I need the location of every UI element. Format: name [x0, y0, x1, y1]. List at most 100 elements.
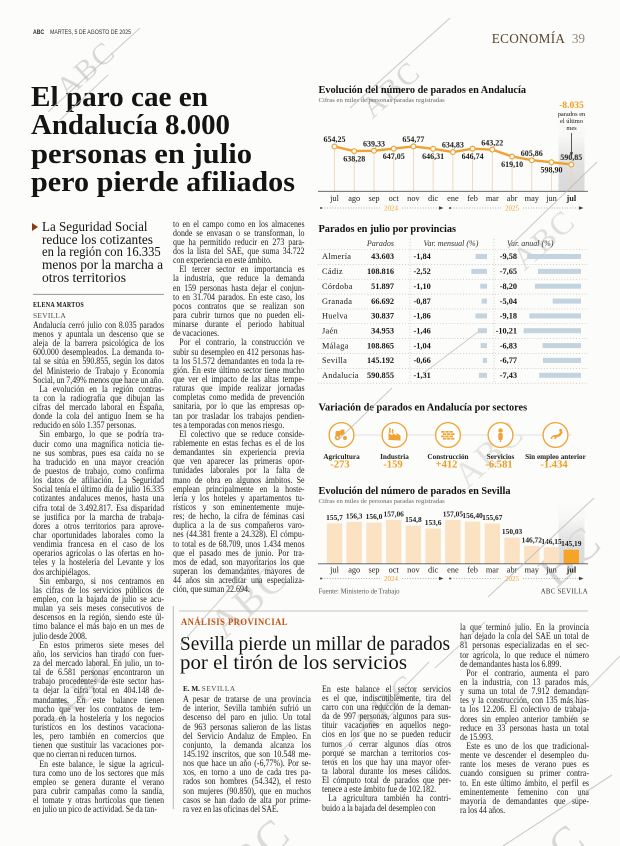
svg-text:43.603: 43.603	[371, 252, 394, 261]
svg-text:ago: ago	[348, 194, 360, 203]
svg-text:-0,66: -0,66	[414, 356, 431, 365]
svg-text:-0,87: -0,87	[414, 297, 431, 306]
svg-text:abr: abr	[507, 194, 518, 203]
svg-text:jul: jul	[565, 566, 576, 575]
svg-text:-7,43: -7,43	[500, 371, 517, 380]
svg-text:619,10: 619,10	[501, 160, 523, 169]
svg-text:598,90: 598,90	[541, 166, 563, 175]
svg-text:dic: dic	[428, 194, 438, 203]
svg-text:mar: mar	[486, 194, 499, 203]
svg-text:654,77: 654,77	[402, 135, 424, 144]
svg-text:Granada: Granada	[322, 297, 352, 306]
svg-text:156,0: 156,0	[366, 512, 383, 521]
svg-text:-5,04: -5,04	[500, 297, 517, 306]
svg-text:-7,65: -7,65	[500, 267, 517, 276]
svg-text:Servicios: Servicios	[487, 453, 515, 461]
svg-text:108.865: 108.865	[367, 341, 394, 350]
svg-text:Almería: Almería	[322, 252, 351, 261]
svg-text:Sevilla: Sevilla	[322, 356, 347, 365]
svg-text:may: may	[525, 194, 540, 203]
svg-text:mar: mar	[486, 566, 499, 575]
svg-text:2025: 2025	[505, 204, 520, 212]
svg-text:154,8: 154,8	[405, 515, 422, 524]
svg-text:abr: abr	[507, 566, 518, 575]
svg-text:nov: nov	[407, 566, 420, 575]
svg-text:sep: sep	[368, 566, 379, 575]
svg-text:el último: el último	[560, 118, 583, 125]
svg-text:146,72: 146,72	[522, 535, 543, 544]
svg-text:-8,20: -8,20	[500, 282, 517, 291]
svg-text:Agricultura: Agricultura	[323, 453, 360, 461]
svg-text:-2,52: -2,52	[414, 267, 431, 276]
svg-text:-6,77: -6,77	[500, 356, 517, 365]
svg-text:ene: ene	[447, 566, 459, 575]
svg-text:Var. mensual (%): Var. mensual (%)	[424, 239, 479, 248]
svg-text:646,74: 646,74	[462, 152, 484, 161]
svg-text:-1,86: -1,86	[414, 312, 431, 321]
svg-text:Industria: Industria	[380, 453, 409, 461]
svg-text:156,3: 156,3	[346, 511, 363, 520]
svg-text:ene: ene	[447, 194, 459, 203]
svg-text:feb: feb	[467, 566, 478, 575]
svg-text:Sin empleo anterior: Sin empleo anterior	[525, 453, 586, 461]
svg-text:34.953: 34.953	[371, 326, 394, 335]
svg-text:sep: sep	[368, 194, 379, 203]
svg-text:oct: oct	[389, 566, 400, 575]
svg-text:-159: -159	[383, 460, 402, 471]
svg-text:parados en: parados en	[558, 111, 586, 118]
svg-text:jul: jul	[329, 566, 339, 575]
svg-text:145.192: 145.192	[367, 356, 394, 365]
svg-text:jul: jul	[329, 194, 339, 203]
svg-text:dic: dic	[428, 566, 438, 575]
svg-text:mes: mes	[566, 125, 577, 132]
svg-text:-10,21: -10,21	[496, 326, 517, 335]
svg-text:-1,31: -1,31	[414, 371, 431, 380]
svg-text:-1.434: -1.434	[540, 460, 568, 471]
svg-text:Evolución del número de parado: Evolución del número de parados en Sevil…	[319, 486, 511, 497]
svg-text:-6.581: -6.581	[485, 460, 512, 471]
svg-text:146,15: 146,15	[541, 537, 562, 546]
svg-text:643,22: 643,22	[481, 138, 503, 147]
svg-text:Var. anual (%): Var. anual (%)	[507, 239, 554, 248]
svg-text:+412: +412	[436, 460, 458, 471]
svg-text:Cifras en miles de personas pa: Cifras en miles de personas paradas regi…	[319, 97, 446, 104]
svg-text:590,85: 590,85	[560, 153, 582, 162]
svg-text:157,05: 157,05	[443, 510, 464, 519]
svg-text:Cádiz: Cádiz	[322, 267, 343, 276]
svg-text:ABC SEVILLA: ABC SEVILLA	[541, 589, 588, 596]
svg-text:Parados: Parados	[366, 239, 394, 248]
svg-text:Fuente: Ministerio de Trabajo: Fuente: Ministerio de Trabajo	[319, 589, 401, 596]
svg-text:-9,18: -9,18	[500, 312, 517, 321]
svg-text:150,03: 150,03	[502, 527, 523, 536]
svg-text:Variación de parados en Andalu: Variación de parados en Andalucía por se…	[319, 403, 528, 414]
svg-text:-1,04: -1,04	[414, 341, 431, 350]
svg-text:647,05: 647,05	[383, 152, 405, 161]
svg-text:145,19: 145,19	[561, 539, 582, 548]
svg-text:Evolución del número de parado: Evolución del número de parados en Andal…	[319, 85, 527, 96]
svg-text:-6,83: -6,83	[500, 341, 517, 350]
svg-text:66.692: 66.692	[371, 297, 394, 306]
svg-text:605,86: 605,86	[521, 149, 543, 158]
svg-text:jun: jun	[545, 566, 557, 575]
svg-text:634,83: 634,83	[442, 141, 464, 150]
svg-text:639,33: 639,33	[363, 140, 385, 149]
svg-text:-1,10: -1,10	[414, 282, 431, 291]
svg-text:Cifras en miles de personas pa: Cifras en miles de personas paradas regi…	[319, 498, 446, 505]
svg-text:-273: -273	[330, 460, 349, 471]
svg-text:-9,58: -9,58	[500, 252, 517, 261]
svg-text:30.837: 30.837	[371, 312, 394, 321]
svg-text:2024: 2024	[384, 575, 399, 583]
svg-text:Málaga: Málaga	[322, 341, 349, 350]
svg-text:155,67: 155,67	[482, 513, 503, 522]
svg-text:Jaén: Jaén	[322, 326, 338, 335]
svg-text:feb: feb	[467, 194, 478, 203]
svg-text:153,6: 153,6	[425, 518, 442, 527]
svg-text:157,06: 157,06	[384, 510, 405, 519]
svg-text:oct: oct	[389, 194, 400, 203]
svg-text:638,28: 638,28	[343, 154, 365, 163]
svg-text:155,7: 155,7	[326, 513, 343, 522]
svg-text:Huelva: Huelva	[322, 312, 348, 321]
svg-text:-1,84: -1,84	[414, 252, 431, 261]
svg-text:646,31: 646,31	[422, 152, 444, 161]
svg-text:Andalucía: Andalucía	[322, 371, 359, 380]
